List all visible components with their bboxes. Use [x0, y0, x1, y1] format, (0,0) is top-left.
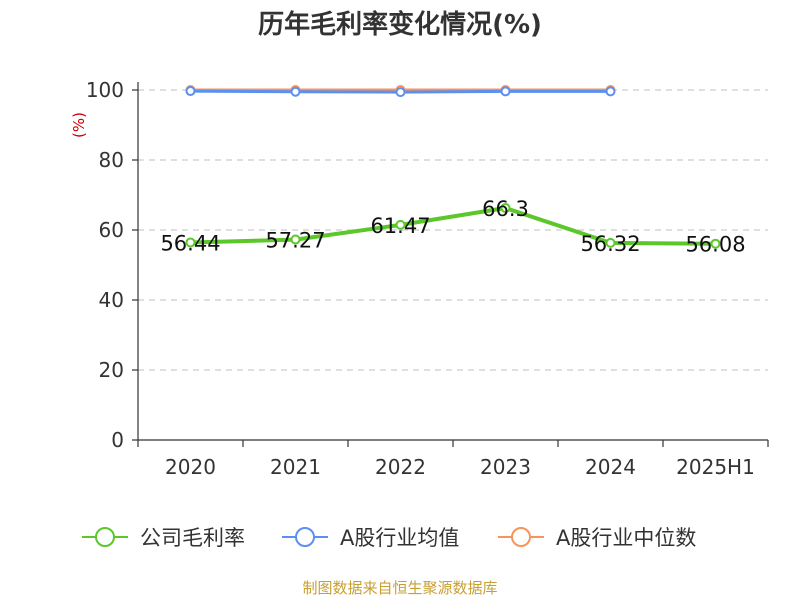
data-label: 66.3	[482, 197, 529, 221]
y-tick-label: 0	[111, 428, 124, 452]
y-tick-label: 40	[99, 288, 124, 312]
data-point	[185, 237, 196, 248]
y-tick-label: 20	[99, 358, 124, 382]
x-tick-label: 2022	[375, 455, 426, 479]
y-tick-label: 60	[99, 218, 124, 242]
data-label: 56.44	[160, 231, 220, 255]
x-tick-label: 2021	[270, 455, 321, 479]
x-tick-label: 2025H1	[676, 455, 755, 479]
data-point	[500, 202, 511, 213]
x-tick-label: 2020	[165, 455, 216, 479]
data-label: 56.08	[685, 233, 745, 257]
legend-label: A股行业中位数	[556, 526, 696, 550]
data-source-note: 制图数据来自恒生聚源数据库	[302, 579, 498, 597]
data-point	[710, 238, 721, 249]
legend-label: A股行业均值	[340, 526, 459, 550]
data-point	[395, 219, 406, 230]
x-tick-label: 2024	[585, 455, 636, 479]
data-point	[290, 234, 301, 245]
data-label: 61.47	[370, 214, 430, 238]
y-tick-label: 80	[99, 148, 124, 172]
data-point	[605, 237, 616, 248]
chart-title: 历年毛利率变化情况(%)	[258, 10, 542, 40]
data-label: 56.32	[580, 232, 640, 256]
data-point	[500, 86, 511, 97]
legend-label: 公司毛利率	[140, 526, 245, 550]
data-point	[395, 87, 406, 98]
data-point	[290, 86, 301, 97]
series-line-0	[190, 206, 716, 246]
x-tick-label: 2023	[480, 455, 531, 479]
data-point	[185, 86, 196, 97]
legend-marker	[295, 527, 315, 547]
y-tick-label: 100	[86, 78, 124, 102]
y-axis-unit-label: (%)	[70, 112, 88, 138]
data-point	[605, 86, 616, 97]
legend-marker	[95, 527, 115, 547]
legend-marker	[511, 527, 531, 547]
data-label: 57.27	[265, 229, 325, 253]
